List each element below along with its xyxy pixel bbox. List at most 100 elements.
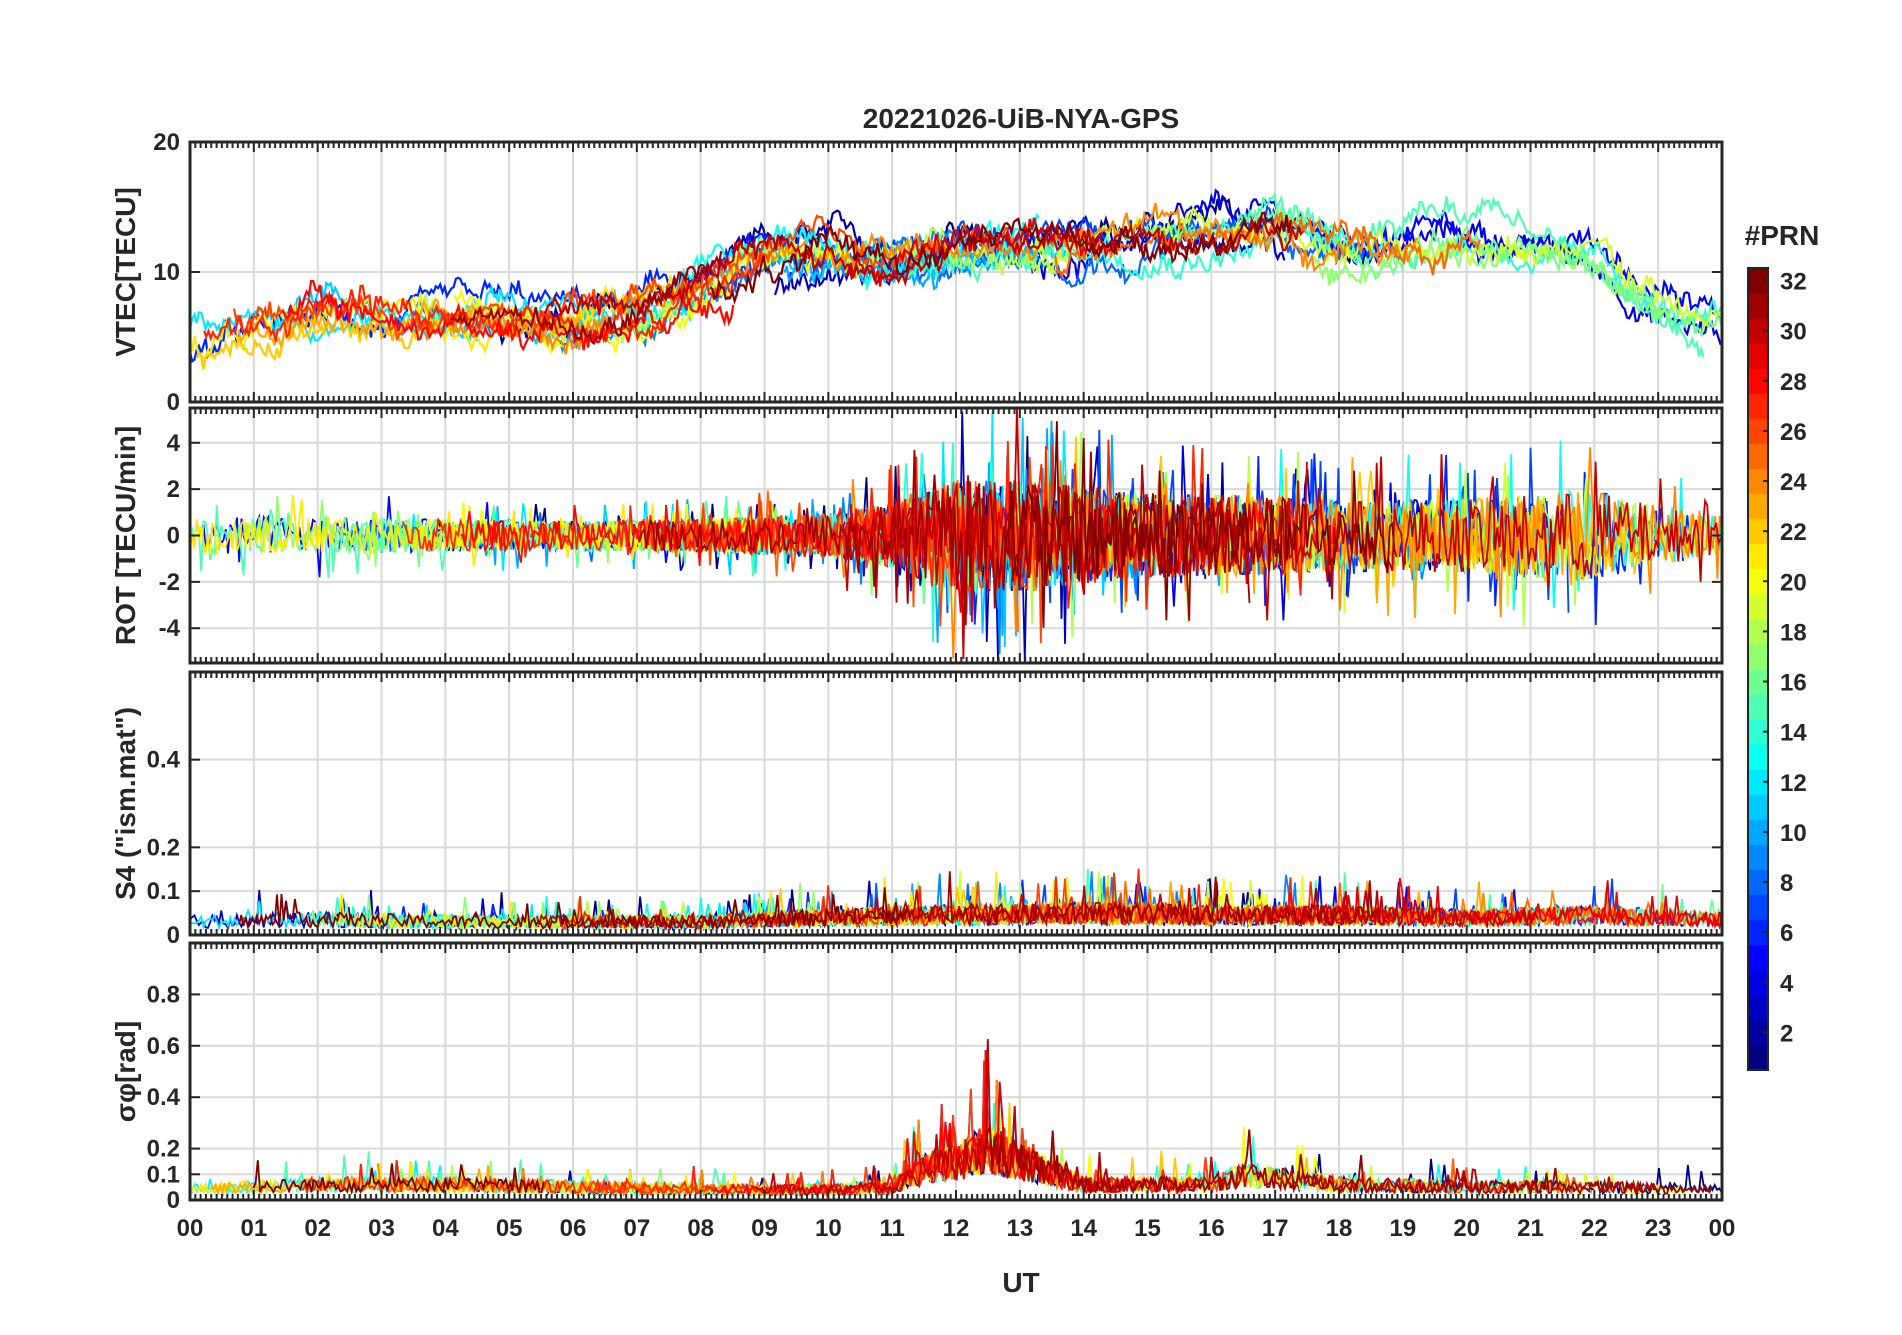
- colorbar-tick-label: 12: [1780, 770, 1807, 797]
- colorbar-segment: [1748, 969, 1768, 996]
- panel-3: 0 0.1 0.2 0.4S4 ("ism.mat"): [110, 670, 1724, 949]
- y-tick-label: 0.4: [147, 1084, 181, 1111]
- y-axis-label: VTEC[TECU]: [110, 187, 141, 357]
- colorbar-tick-label: 30: [1780, 319, 1807, 346]
- colorbar-segment: [1748, 869, 1768, 896]
- x-tick-label: 18: [1326, 1215, 1353, 1242]
- panel-4: 00.10.2 0.4 0.6 0.8σφ[rad]: [110, 941, 1724, 1214]
- y-axis-label: S4 ("ism.mat"): [110, 707, 141, 900]
- x-tick-label: 00: [177, 1215, 204, 1242]
- y-axis-label: σφ[rad]: [110, 1021, 141, 1122]
- prn-series-line: [709, 211, 1292, 305]
- colorbar-tick-label: 28: [1780, 369, 1807, 396]
- prn-series-line: [975, 1126, 1713, 1196]
- x-tick-label: 12: [943, 1215, 970, 1242]
- panel-1: 0 10 20 VTEC[TECU]: [110, 129, 1724, 416]
- colorbar-segment: [1748, 468, 1768, 495]
- x-tick-label: 11: [879, 1215, 904, 1242]
- colorbar-segment: [1748, 493, 1768, 520]
- x-axis-label: UT: [1002, 1267, 1039, 1298]
- colorbar-segment: [1748, 719, 1768, 745]
- colorbar-segment: [1748, 994, 1768, 1021]
- colorbar-segment: [1748, 769, 1768, 795]
- colorbar-segment: [1748, 393, 1768, 419]
- x-tick-label: 05: [496, 1215, 523, 1242]
- colorbar-segment: [1748, 794, 1768, 820]
- colorbar-segment: [1748, 819, 1768, 845]
- y-tick-label: 0: [167, 389, 180, 416]
- prn-series-line: [638, 449, 1251, 626]
- x-tick-label: 16: [1198, 1215, 1225, 1242]
- colorbar-segment: [1748, 518, 1768, 545]
- y-tick-label: -4: [159, 615, 181, 642]
- colorbar-tick-label: 18: [1780, 619, 1807, 646]
- y-tick-label: 4: [167, 430, 181, 457]
- colorbar-segment: [1748, 593, 1768, 620]
- colorbar-tick-label: 20: [1780, 569, 1807, 596]
- colorbar-tick-label: 10: [1780, 820, 1807, 847]
- x-tick-label: 06: [560, 1215, 587, 1242]
- y-tick-label: -2: [159, 569, 180, 596]
- y-tick-label: 10: [153, 259, 180, 286]
- x-tick-label: 00: [1709, 1215, 1736, 1242]
- prn-series-line: [450, 251, 723, 346]
- x-tick-label: 02: [304, 1215, 331, 1242]
- x-tick-label: 17: [1262, 1215, 1289, 1242]
- x-tick-label: 04: [432, 1215, 459, 1242]
- colorbar-segment: [1748, 618, 1768, 645]
- x-tick-label: 23: [1645, 1215, 1672, 1242]
- colorbar-segment: [1748, 894, 1768, 921]
- x-tick-label: 10: [815, 1215, 842, 1242]
- colorbar-segment: [1748, 568, 1768, 595]
- series-lines: [190, 188, 1722, 370]
- colorbar-segment: [1748, 543, 1768, 570]
- panel-2: -4 -2 0 2 4 ROT [TECU/min]: [110, 406, 1724, 665]
- colorbar-segment: [1748, 944, 1768, 971]
- colorbar-segment: [1748, 443, 1768, 469]
- y-tick-label: 0: [167, 523, 180, 550]
- colorbar-segment: [1748, 1019, 1768, 1046]
- series-lines: [190, 868, 1722, 932]
- colorbar-segment: [1748, 744, 1768, 770]
- x-tick-label: 07: [623, 1215, 650, 1242]
- colorbar-segment: [1748, 844, 1768, 870]
- colorbar-tick-label: 8: [1780, 870, 1793, 897]
- colorbar-tick-label: 32: [1780, 269, 1807, 296]
- colorbar-segment: [1748, 694, 1768, 720]
- x-tick-label: 22: [1581, 1215, 1608, 1242]
- colorbar-segment: [1748, 418, 1768, 444]
- y-tick-label: 0: [167, 922, 180, 949]
- y-tick-label: 0.2: [147, 834, 180, 861]
- y-tick-label: 2: [167, 476, 180, 503]
- colorbar-tick-label: 4: [1780, 970, 1794, 997]
- colorbar-title: #PRN: [1745, 220, 1820, 251]
- colorbar-segment: [1748, 343, 1768, 369]
- colorbar-tick-label: 2: [1780, 1020, 1793, 1047]
- y-tick-label: 0.6: [147, 1033, 180, 1060]
- x-tick-label: 14: [1070, 1215, 1097, 1242]
- colorbar-segment: [1748, 919, 1768, 946]
- prn-series-line: [203, 236, 775, 345]
- x-tick-label: 03: [368, 1215, 395, 1242]
- y-tick-label: 0.4: [147, 747, 181, 774]
- colorbar-segment: [1748, 368, 1768, 394]
- series-lines: [190, 408, 1722, 662]
- prn-series-line: [1029, 206, 1722, 328]
- colorbar-segment: [1748, 318, 1768, 344]
- x-tick-label: 13: [1006, 1215, 1033, 1242]
- y-axis-label: ROT [TECU/min]: [110, 426, 141, 645]
- series-lines: [190, 1039, 1722, 1199]
- prn-series-line: [252, 1160, 545, 1196]
- colorbar-tick-label: 24: [1780, 469, 1807, 496]
- y-tick-label: 0.1: [147, 1161, 180, 1188]
- prn-series-line: [1267, 880, 1722, 929]
- colorbar-segment: [1748, 1044, 1768, 1071]
- x-tick-label: 19: [1389, 1215, 1416, 1242]
- colorbar-segment: [1748, 669, 1768, 695]
- x-tick-label: 01: [240, 1215, 267, 1242]
- colorbar-tick-label: 14: [1780, 720, 1807, 747]
